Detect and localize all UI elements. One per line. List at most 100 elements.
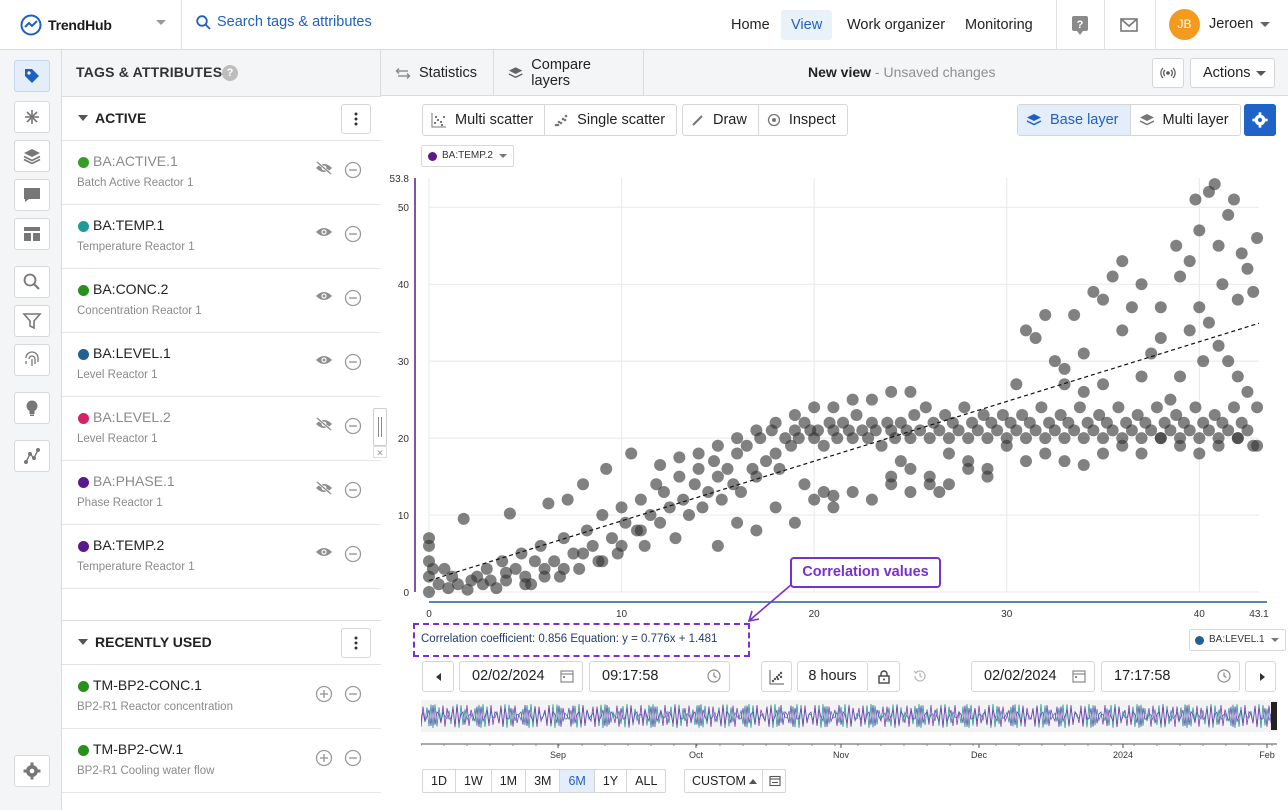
scatter-point[interactable]	[1174, 439, 1187, 452]
scatter-point[interactable]	[1097, 447, 1110, 460]
toggle-visibility-button[interactable]	[315, 417, 333, 434]
x-axis-tag-selector[interactable]: BA:LEVEL.1	[1189, 629, 1286, 651]
scatter-point[interactable]	[1093, 409, 1106, 422]
rail-comments-button[interactable]	[14, 179, 50, 211]
tag-row[interactable]: BA:PHASE.1 Phase Reactor 1	[62, 461, 381, 525]
end-time-field[interactable]: 17:17:58	[1101, 661, 1240, 692]
scatter-point[interactable]	[1106, 424, 1119, 437]
scatter-point[interactable]	[962, 432, 975, 445]
next-range-button[interactable]	[1245, 661, 1276, 692]
scatter-point[interactable]	[734, 485, 747, 498]
scatter-point[interactable]	[654, 516, 667, 529]
scatter-point[interactable]	[1039, 432, 1052, 445]
scatter-point[interactable]	[846, 485, 859, 498]
tag-row[interactable]: BA:ACTIVE.1 Batch Active Reactor 1	[62, 141, 381, 205]
base-layer-button[interactable]: Base layer	[1018, 105, 1131, 135]
previous-range-button[interactable]	[422, 661, 454, 692]
scatter-point[interactable]	[846, 432, 859, 445]
scatter-point[interactable]	[1048, 424, 1061, 437]
scatter-point[interactable]	[846, 393, 859, 406]
scatter-point[interactable]	[519, 578, 532, 591]
scatter-point[interactable]	[1208, 409, 1221, 422]
scatter-point[interactable]	[1077, 432, 1090, 445]
scatter-point[interactable]	[750, 524, 763, 537]
scatter-point[interactable]	[1251, 401, 1264, 414]
reset-time-icon[interactable]	[912, 668, 928, 684]
scatter-point[interactable]	[1058, 455, 1071, 468]
scatter-chart[interactable]: 0 10 20 30 40 50 53.8 0 10 20 30 40 43.1	[381, 170, 1288, 625]
scatter-point[interactable]	[827, 489, 840, 502]
scatter-point[interactable]	[904, 432, 917, 445]
scatter-point[interactable]	[1035, 401, 1048, 414]
scatter-point[interactable]	[831, 432, 844, 445]
scatter-point[interactable]	[528, 555, 541, 568]
scatter-point[interactable]	[634, 493, 647, 506]
scatter-point[interactable]	[942, 447, 955, 460]
scatter-point[interactable]	[1216, 278, 1229, 291]
toggle-visibility-button[interactable]	[315, 161, 333, 178]
scatter-point[interactable]	[1208, 178, 1221, 191]
tag-row[interactable]: BA:LEVEL.2 Level Reactor 1	[62, 397, 381, 461]
scatter-point[interactable]	[894, 455, 907, 468]
y-axis-tag-selector[interactable]: BA:TEMP.2	[421, 145, 514, 167]
scatter-point[interactable]	[1029, 332, 1042, 345]
collapse-icon[interactable]	[78, 639, 88, 645]
custom-range-button[interactable]: CUSTOM	[684, 769, 786, 793]
scatter-point[interactable]	[577, 547, 590, 560]
scatter-point[interactable]	[1193, 447, 1206, 460]
nav-monitoring[interactable]: Monitoring	[965, 17, 1033, 33]
scatter-point[interactable]	[1193, 432, 1206, 445]
scatter-point[interactable]	[1116, 324, 1129, 337]
scatter-point[interactable]	[1016, 409, 1029, 422]
scatter-point[interactable]	[1058, 378, 1071, 391]
scatter-point[interactable]	[1222, 424, 1235, 437]
scatter-point[interactable]	[1251, 439, 1264, 452]
scatter-point[interactable]	[1222, 208, 1235, 221]
scatter-point[interactable]	[1077, 385, 1090, 398]
scatter-point[interactable]	[1231, 432, 1244, 445]
scatter-point[interactable]	[827, 501, 840, 514]
scatter-point[interactable]	[1193, 301, 1206, 314]
scatter-point[interactable]	[981, 432, 994, 445]
scatter-point[interactable]	[862, 432, 875, 445]
collapse-panel-icon[interactable]: ✕	[373, 446, 387, 458]
scatter-point[interactable]	[615, 539, 628, 552]
logo-menu-caret[interactable]	[156, 20, 166, 25]
scatter-point[interactable]	[942, 432, 955, 445]
scatter-point[interactable]	[542, 497, 555, 510]
scatter-point[interactable]	[885, 385, 898, 398]
scatter-point[interactable]	[1212, 339, 1225, 352]
scatter-point[interactable]	[644, 509, 657, 522]
scatter-point[interactable]	[461, 583, 474, 596]
sample-density-button[interactable]	[761, 661, 792, 692]
scatter-point[interactable]	[1112, 401, 1125, 414]
calendar-icon[interactable]	[560, 669, 574, 683]
scatter-point[interactable]	[657, 485, 670, 498]
scatter-point[interactable]	[850, 409, 863, 422]
scatter-point[interactable]	[923, 470, 936, 483]
scatter-point[interactable]	[711, 470, 724, 483]
scatter-point[interactable]	[996, 409, 1009, 422]
start-time-field[interactable]: 09:17:58	[589, 661, 730, 692]
scatter-point[interactable]	[1125, 301, 1138, 314]
scatter-point[interactable]	[919, 401, 932, 414]
scatter-point[interactable]	[1077, 459, 1090, 472]
scatter-point[interactable]	[534, 539, 547, 552]
remove-tag-button[interactable]	[344, 685, 362, 706]
scatter-point[interactable]	[1170, 239, 1183, 252]
live-mode-button[interactable]	[1152, 58, 1184, 88]
scatter-point[interactable]	[952, 424, 965, 437]
range-button-1w[interactable]: 1W	[456, 770, 492, 792]
scatter-point[interactable]	[1170, 409, 1183, 422]
scatter-point[interactable]	[573, 562, 586, 575]
remove-tag-button[interactable]	[344, 749, 362, 770]
scatter-point[interactable]	[1019, 432, 1032, 445]
scatter-point[interactable]	[711, 439, 724, 452]
scatter-point[interactable]	[619, 516, 632, 529]
scatter-point[interactable]	[669, 532, 682, 545]
scatter-point[interactable]	[827, 401, 840, 414]
scatter-point[interactable]	[677, 493, 690, 506]
scatter-point[interactable]	[869, 424, 882, 437]
rail-filter-button[interactable]	[14, 305, 50, 337]
scatter-point[interactable]	[865, 393, 878, 406]
